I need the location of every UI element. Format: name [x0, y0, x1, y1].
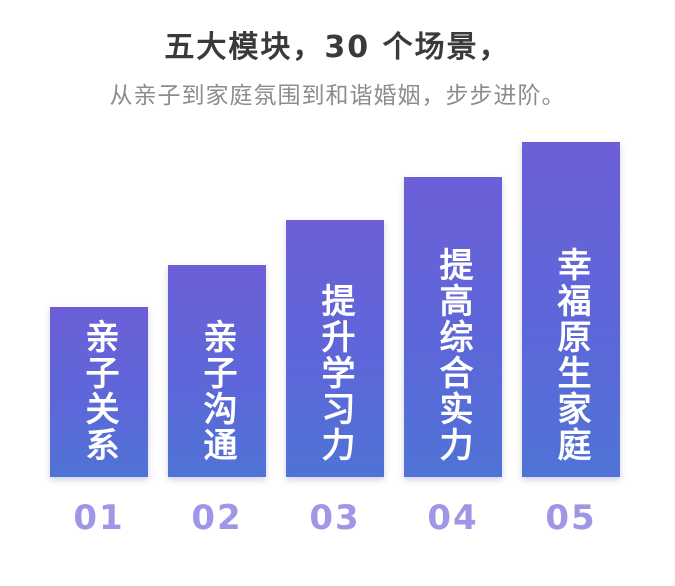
module-bar-4: 提高综合实力 [404, 177, 502, 477]
module-label: 幸福原生家庭 [551, 247, 591, 463]
module-number: 04 [427, 498, 479, 538]
module-bar-3: 提升学习力 [286, 220, 384, 477]
module-label: 亲子关系 [79, 319, 119, 463]
module-bar-5: 幸福原生家庭 [522, 142, 620, 477]
module-label: 提高综合实力 [433, 247, 473, 463]
module-number: 05 [545, 498, 597, 538]
module-number: 01 [73, 498, 125, 538]
module-bar-2: 亲子沟通 [168, 265, 266, 477]
module-bar-1: 亲子关系 [50, 307, 148, 477]
module-number: 02 [191, 498, 243, 538]
module-number: 03 [309, 498, 361, 538]
module-label: 亲子沟通 [197, 319, 237, 463]
page-title: 五大模块，30 个场景， [164, 30, 511, 65]
page-subtitle: 从亲子到家庭氛围到和谐婚姻，步步进阶。 [109, 83, 566, 109]
module-label: 提升学习力 [315, 283, 355, 463]
